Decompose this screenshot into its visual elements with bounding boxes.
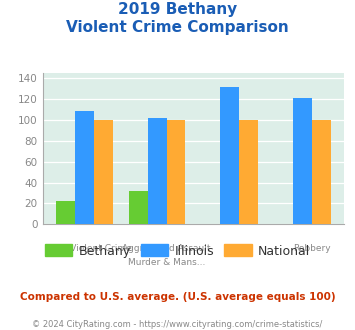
Bar [220,87,239,224]
Bar [293,98,312,224]
Text: Rape: Rape [228,244,251,253]
Bar [56,201,75,224]
Bar [239,120,258,224]
Text: Robbery: Robbery [293,244,331,253]
Text: Compared to U.S. average. (U.S. average equals 100): Compared to U.S. average. (U.S. average … [20,292,335,302]
Text: 2019 Bethany: 2019 Bethany [118,2,237,16]
Bar [129,191,148,224]
Text: All Violent Crime: All Violent Crime [56,244,132,253]
Bar [312,120,331,224]
Text: Violent Crime Comparison: Violent Crime Comparison [66,20,289,35]
Text: Aggravated Assault: Aggravated Assault [122,244,211,253]
Bar [148,117,166,224]
Bar [94,120,113,224]
Text: © 2024 CityRating.com - https://www.cityrating.com/crime-statistics/: © 2024 CityRating.com - https://www.city… [32,320,323,329]
Bar [75,111,94,224]
Bar [166,120,186,224]
Text: Murder & Mans...: Murder & Mans... [128,258,205,267]
Legend: Bethany, Illinois, National: Bethany, Illinois, National [40,240,315,263]
